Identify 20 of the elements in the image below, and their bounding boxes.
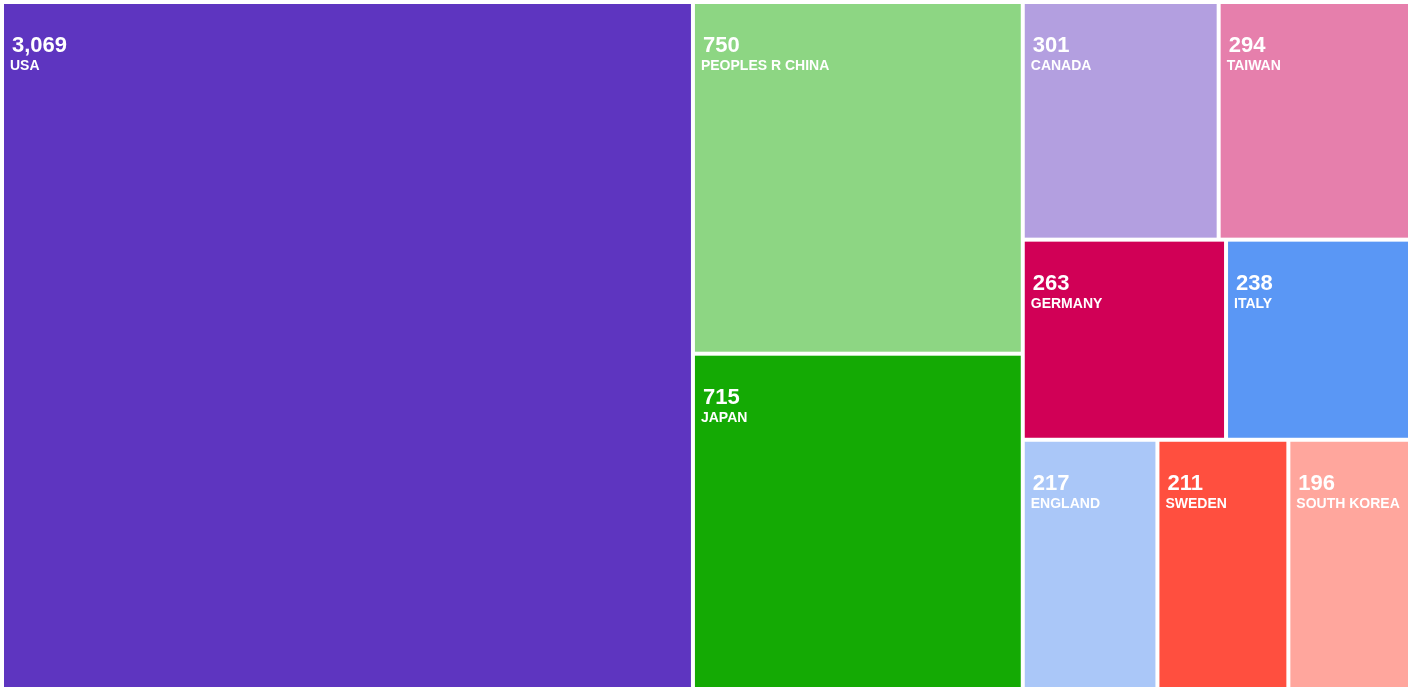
data-label: 211 [1167,469,1203,495]
category-label: CANADA [1030,57,1092,73]
data-label: 217 [1032,469,1070,495]
category-label: JAPAN [700,408,748,425]
data-label: 715 [702,383,740,409]
data-label: 196 [1298,469,1336,495]
category-label: PEOPLES R CHINA [700,57,830,73]
data-label: 263 [1032,269,1070,295]
category-label: SOUTH KOREA [1296,494,1400,511]
category-label: SWEDEN [1165,494,1227,511]
data-label: 238 [1236,269,1273,295]
data-label: 3,069 [12,32,68,57]
data-label: 750 [702,32,740,57]
category-label: TAIWAN [1226,57,1281,73]
category-label: GERMANY [1030,294,1103,311]
data-label: 294 [1228,32,1267,57]
category-label: USA [10,57,40,73]
category-label: ENGLAND [1030,494,1100,511]
data-label: 301 [1032,32,1070,57]
category-label: ITALY [1234,294,1273,311]
